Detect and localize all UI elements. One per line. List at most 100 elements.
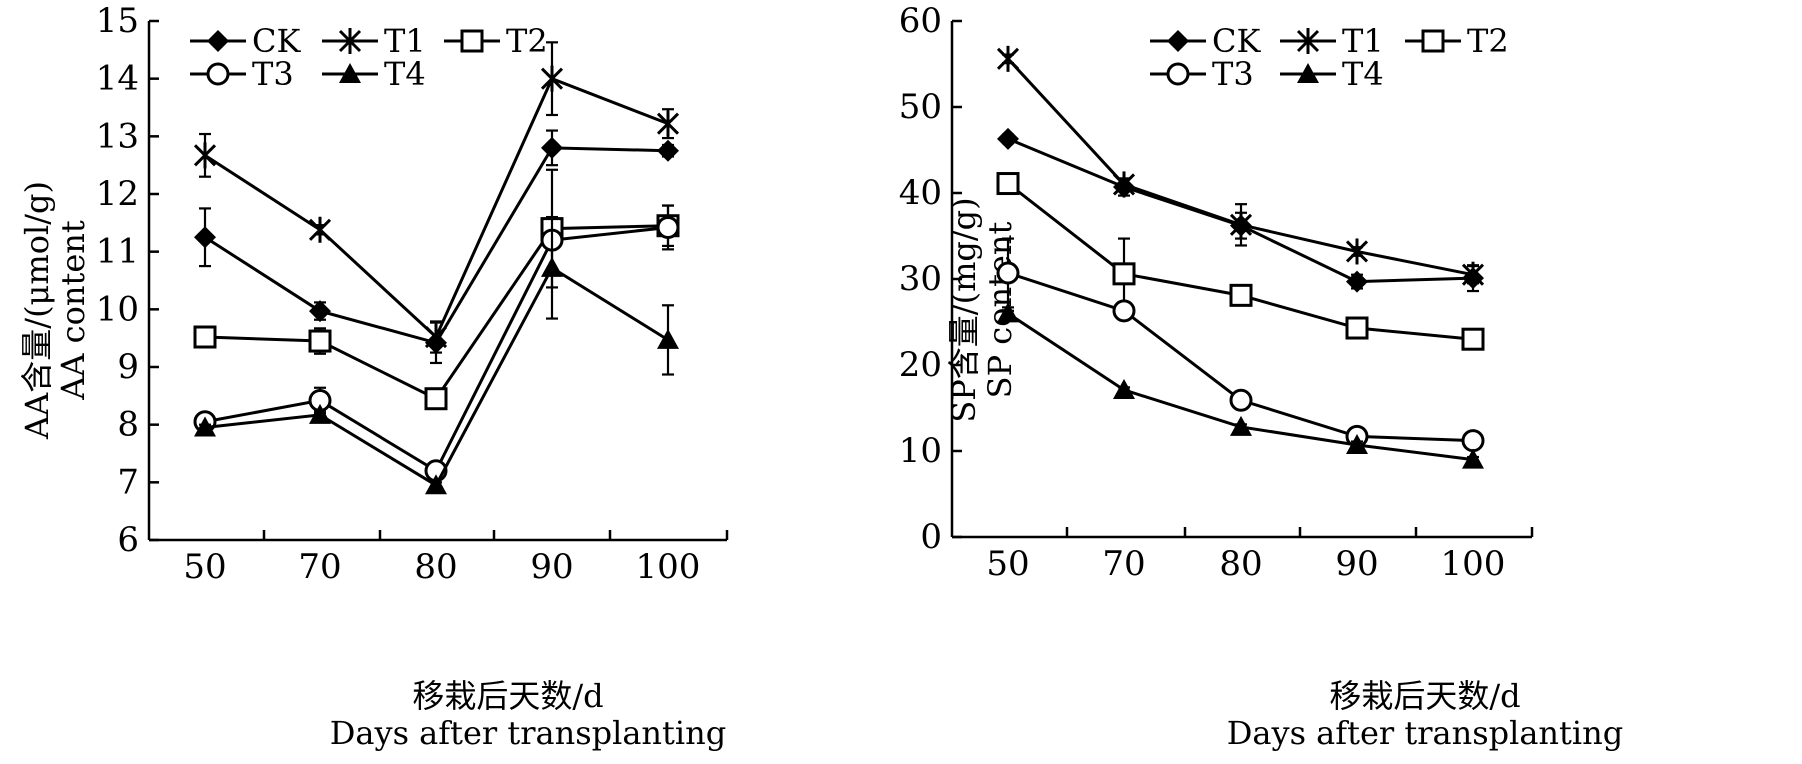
sp-legend-marker bbox=[1167, 30, 1189, 52]
aa-y-tick-label: 10 bbox=[96, 289, 139, 329]
aa-series-line bbox=[204, 224, 669, 401]
aa-legend-t4: T4 bbox=[322, 55, 426, 93]
sp-x-tick-label: 50 bbox=[986, 544, 1029, 584]
aa-legend-marker bbox=[460, 29, 484, 53]
aa-legend-marker bbox=[206, 62, 230, 86]
aa-point-t1 bbox=[540, 65, 564, 92]
sp-series-t1 bbox=[996, 45, 1485, 288]
aa-series-t1 bbox=[193, 41, 680, 354]
sp-legend-t3: T3 bbox=[1150, 55, 1254, 93]
sp-legend-marker bbox=[1421, 29, 1445, 53]
sp-legend-label: T2 bbox=[1467, 22, 1509, 60]
aa-series-line bbox=[204, 146, 669, 345]
aa-series-line bbox=[204, 265, 669, 488]
sp-point-t4 bbox=[1462, 448, 1484, 469]
sp-x-tick-label: 100 bbox=[1441, 544, 1506, 584]
sp-point-t2 bbox=[1112, 262, 1136, 286]
sp-xlabel-cn: 移栽后天数/d bbox=[1329, 677, 1520, 715]
aa-legend-label: T3 bbox=[252, 55, 294, 93]
aa-legend-label: T4 bbox=[384, 55, 426, 93]
sp-point-t3 bbox=[1112, 299, 1136, 323]
aa-chart: AA含量/(μmol/g) AA content 移栽后天数/d Days af… bbox=[18, 1, 729, 752]
aa-y-tick-label: 6 bbox=[117, 520, 139, 560]
aa-y-tick-label: 9 bbox=[117, 347, 139, 387]
sp-y-tick-label: 30 bbox=[899, 259, 942, 299]
aa-y-tick-label: 12 bbox=[96, 174, 139, 214]
sp-y-tick-label: 50 bbox=[899, 87, 942, 127]
aa-y-tick-label: 8 bbox=[117, 405, 139, 445]
sp-x-tick-label: 90 bbox=[1335, 544, 1378, 584]
aa-point-t1 bbox=[656, 110, 680, 137]
aa-y-tick-label: 11 bbox=[96, 232, 139, 272]
aa-y-tick-label: 13 bbox=[96, 116, 139, 156]
aa-point-ck bbox=[657, 139, 679, 162]
aa-legend-t2: T2 bbox=[444, 22, 548, 60]
sp-y-tick-label: 0 bbox=[920, 517, 942, 557]
sp-chart: SP含量/(mg/g) SP content 移栽后天数/d Days afte… bbox=[899, 1, 1623, 752]
aa-legend-label: T1 bbox=[384, 22, 426, 60]
aa-ylabel-en: AA content bbox=[54, 220, 92, 401]
sp-point-t4 bbox=[1113, 378, 1135, 399]
sp-point-t3 bbox=[996, 261, 1020, 285]
aa-point-t2 bbox=[424, 387, 448, 411]
sp-y-tick-label: 10 bbox=[899, 431, 942, 471]
aa-y-axis-title: AA含量/(μmol/g) AA content bbox=[18, 181, 92, 440]
sp-series-t2 bbox=[996, 172, 1485, 351]
sp-legend-label: T1 bbox=[1342, 22, 1384, 60]
sp-legend-label: T3 bbox=[1212, 55, 1254, 93]
aa-point-t4 bbox=[541, 256, 563, 277]
sp-x-tick-label: 70 bbox=[1102, 544, 1145, 584]
sp-y-tick-label: 40 bbox=[899, 173, 942, 213]
sp-point-t3 bbox=[1461, 429, 1485, 453]
aa-legend-t1: T1 bbox=[322, 22, 426, 60]
sp-ylabel-cn: SP含量/(mg/g) bbox=[945, 197, 983, 422]
aa-point-t4 bbox=[309, 403, 331, 424]
aa-legend-ck: CK bbox=[190, 22, 301, 60]
sp-point-t1 bbox=[996, 45, 1020, 72]
sp-legend-ck: CK bbox=[1150, 22, 1261, 60]
sp-series-t4 bbox=[997, 302, 1484, 469]
aa-ylabel-cn: AA含量/(μmol/g) bbox=[18, 181, 56, 440]
aa-point-ck bbox=[541, 136, 563, 159]
sp-y-tick-label: 60 bbox=[899, 1, 942, 41]
sp-point-t2 bbox=[1229, 283, 1253, 307]
aa-x-tick-label: 90 bbox=[530, 547, 573, 587]
sp-point-t4 bbox=[997, 302, 1019, 323]
aa-x-tick-label: 100 bbox=[636, 547, 701, 587]
aa-xlabel-en: Days after transplanting bbox=[330, 714, 726, 752]
aa-point-t4 bbox=[194, 416, 216, 437]
aa-y-tick-label: 7 bbox=[117, 462, 139, 502]
aa-x-tick-label: 50 bbox=[183, 547, 226, 587]
sp-legend-t2: T2 bbox=[1405, 22, 1509, 60]
aa-point-ck bbox=[309, 300, 331, 323]
aa-legend-label: CK bbox=[252, 22, 301, 60]
sp-x-tick-label: 80 bbox=[1219, 544, 1262, 584]
aa-point-t4 bbox=[425, 474, 447, 495]
aa-point-t3 bbox=[656, 215, 680, 239]
aa-point-t2 bbox=[308, 329, 332, 353]
aa-x-tick-label: 80 bbox=[414, 547, 457, 587]
aa-point-t1 bbox=[424, 324, 448, 351]
sp-point-t2 bbox=[1461, 327, 1485, 351]
aa-legend-label: T2 bbox=[506, 22, 548, 60]
aa-legend-marker bbox=[338, 28, 362, 54]
sp-point-ck bbox=[997, 127, 1019, 150]
aa-x-tick-label: 70 bbox=[298, 547, 341, 587]
sp-point-t1 bbox=[1229, 211, 1253, 238]
sp-point-t1 bbox=[1461, 261, 1485, 288]
aa-y-tick-label: 14 bbox=[96, 59, 139, 99]
aa-legend-t3: T3 bbox=[190, 55, 294, 93]
sp-legend-label: T4 bbox=[1342, 55, 1384, 93]
aa-point-ck bbox=[194, 226, 216, 249]
aa-legend-marker bbox=[207, 30, 229, 52]
sp-y-tick-label: 20 bbox=[899, 345, 942, 385]
sp-xlabel-en: Days after transplanting bbox=[1227, 714, 1623, 752]
aa-point-t1 bbox=[308, 216, 332, 243]
sp-legend-marker bbox=[1296, 28, 1320, 54]
aa-point-t4 bbox=[657, 328, 679, 349]
aa-series-t4 bbox=[194, 215, 679, 495]
aa-legend-marker bbox=[339, 63, 361, 83]
sp-legend-t4: T4 bbox=[1280, 55, 1384, 93]
aa-xlabel-cn: 移栽后天数/d bbox=[412, 677, 603, 715]
